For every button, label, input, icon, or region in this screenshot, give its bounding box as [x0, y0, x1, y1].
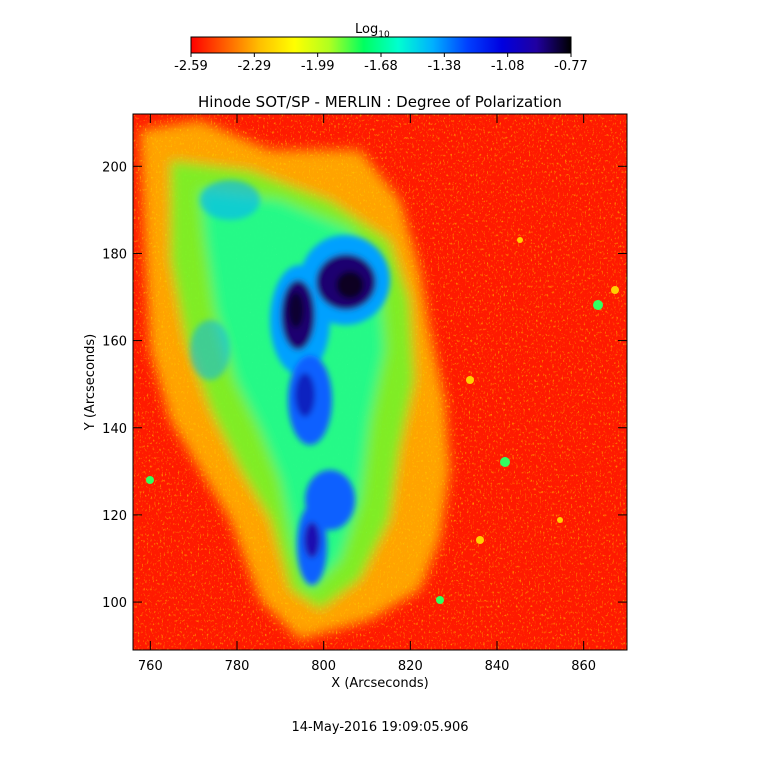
x-axis: 760 780 800 820 840 860 [138, 114, 596, 674]
x-tick-label: 820 [398, 659, 423, 674]
x-tick-label: 760 [138, 659, 163, 674]
y-tick-label: 120 [102, 509, 127, 524]
y-axis: 100 120 140 160 180 200 [102, 160, 627, 611]
y-tick-label: 160 [102, 335, 127, 350]
quiet-sun-specks [146, 237, 619, 604]
plot-frame [132, 113, 628, 651]
colorbar-label: Log10 [355, 22, 390, 40]
y-tick-label: 180 [102, 247, 127, 262]
x-tick-label: 860 [571, 659, 596, 674]
x-tick-label: 840 [485, 659, 510, 674]
colorbar: Log10 -2.59 -2.29 -1.99 -1.68 -1.38 -1.08 -0.7… [174, 22, 588, 74]
y-axis-label: Y (Arcseconds) [83, 334, 98, 431]
colorbar-tick-label: -2.29 [238, 59, 272, 74]
y-tick-label: 100 [102, 596, 127, 611]
colorbar-tick-label: -2.59 [174, 59, 208, 74]
colorbar-gradient [190, 36, 572, 54]
colorbar-tick-label: -0.77 [554, 59, 588, 74]
colorbar-tick-label: -1.38 [428, 59, 462, 74]
colorbar-tick-label: -1.68 [364, 59, 398, 74]
timestamp: 14-May-2016 19:09:05.906 [291, 720, 468, 735]
x-tick-label: 780 [225, 659, 250, 674]
x-axis-label: X (Arcseconds) [331, 676, 428, 691]
x-tick-label: 800 [311, 659, 336, 674]
colorbar-ticks: -2.59 -2.29 -1.99 -1.68 -1.38 -1.08 -0.77 [174, 53, 588, 74]
colorbar-tick-label: -1.99 [301, 59, 335, 74]
plot-title: Hinode SOT/SP - MERLIN : Degree of Polar… [198, 93, 562, 111]
polarization-map [133, 114, 627, 650]
y-tick-label: 140 [102, 422, 127, 437]
y-tick-label: 200 [102, 160, 127, 175]
colorbar-tick-label: -1.08 [491, 59, 525, 74]
